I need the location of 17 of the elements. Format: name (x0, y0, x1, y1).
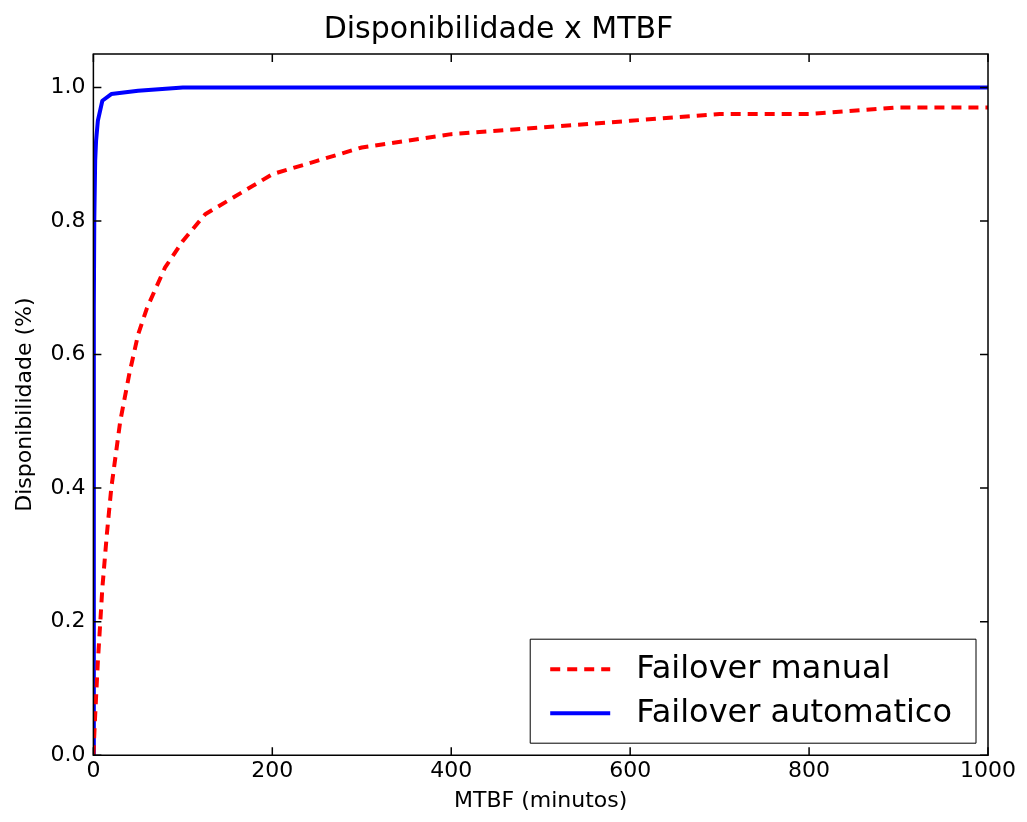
y-tick-label: 0.8 (50, 206, 86, 232)
legend-label: Failover manual (636, 647, 891, 686)
y-tick-label: 0.4 (50, 473, 86, 499)
y-tick-label: 0.0 (50, 740, 86, 766)
y-tick-label: 1.0 (50, 73, 86, 99)
x-tick-label: 0 (86, 757, 101, 783)
x-tick-label: 200 (251, 757, 294, 783)
x-tick-label: 800 (788, 757, 831, 783)
x-tick-label: 600 (609, 757, 652, 783)
chart-title: Disponibilidade x MTBF (323, 9, 674, 45)
y-tick-label: 0.6 (50, 340, 86, 366)
x-tick-label: 400 (430, 757, 473, 783)
y-axis-title: Disponibilidade (%) (10, 297, 36, 512)
y-tick-label: 0.2 (50, 607, 86, 633)
x-tick-label: 1000 (960, 757, 1017, 783)
legend-label: Failover automatico (636, 691, 953, 730)
x-axis-title: MTBF (minutos) (454, 786, 628, 812)
